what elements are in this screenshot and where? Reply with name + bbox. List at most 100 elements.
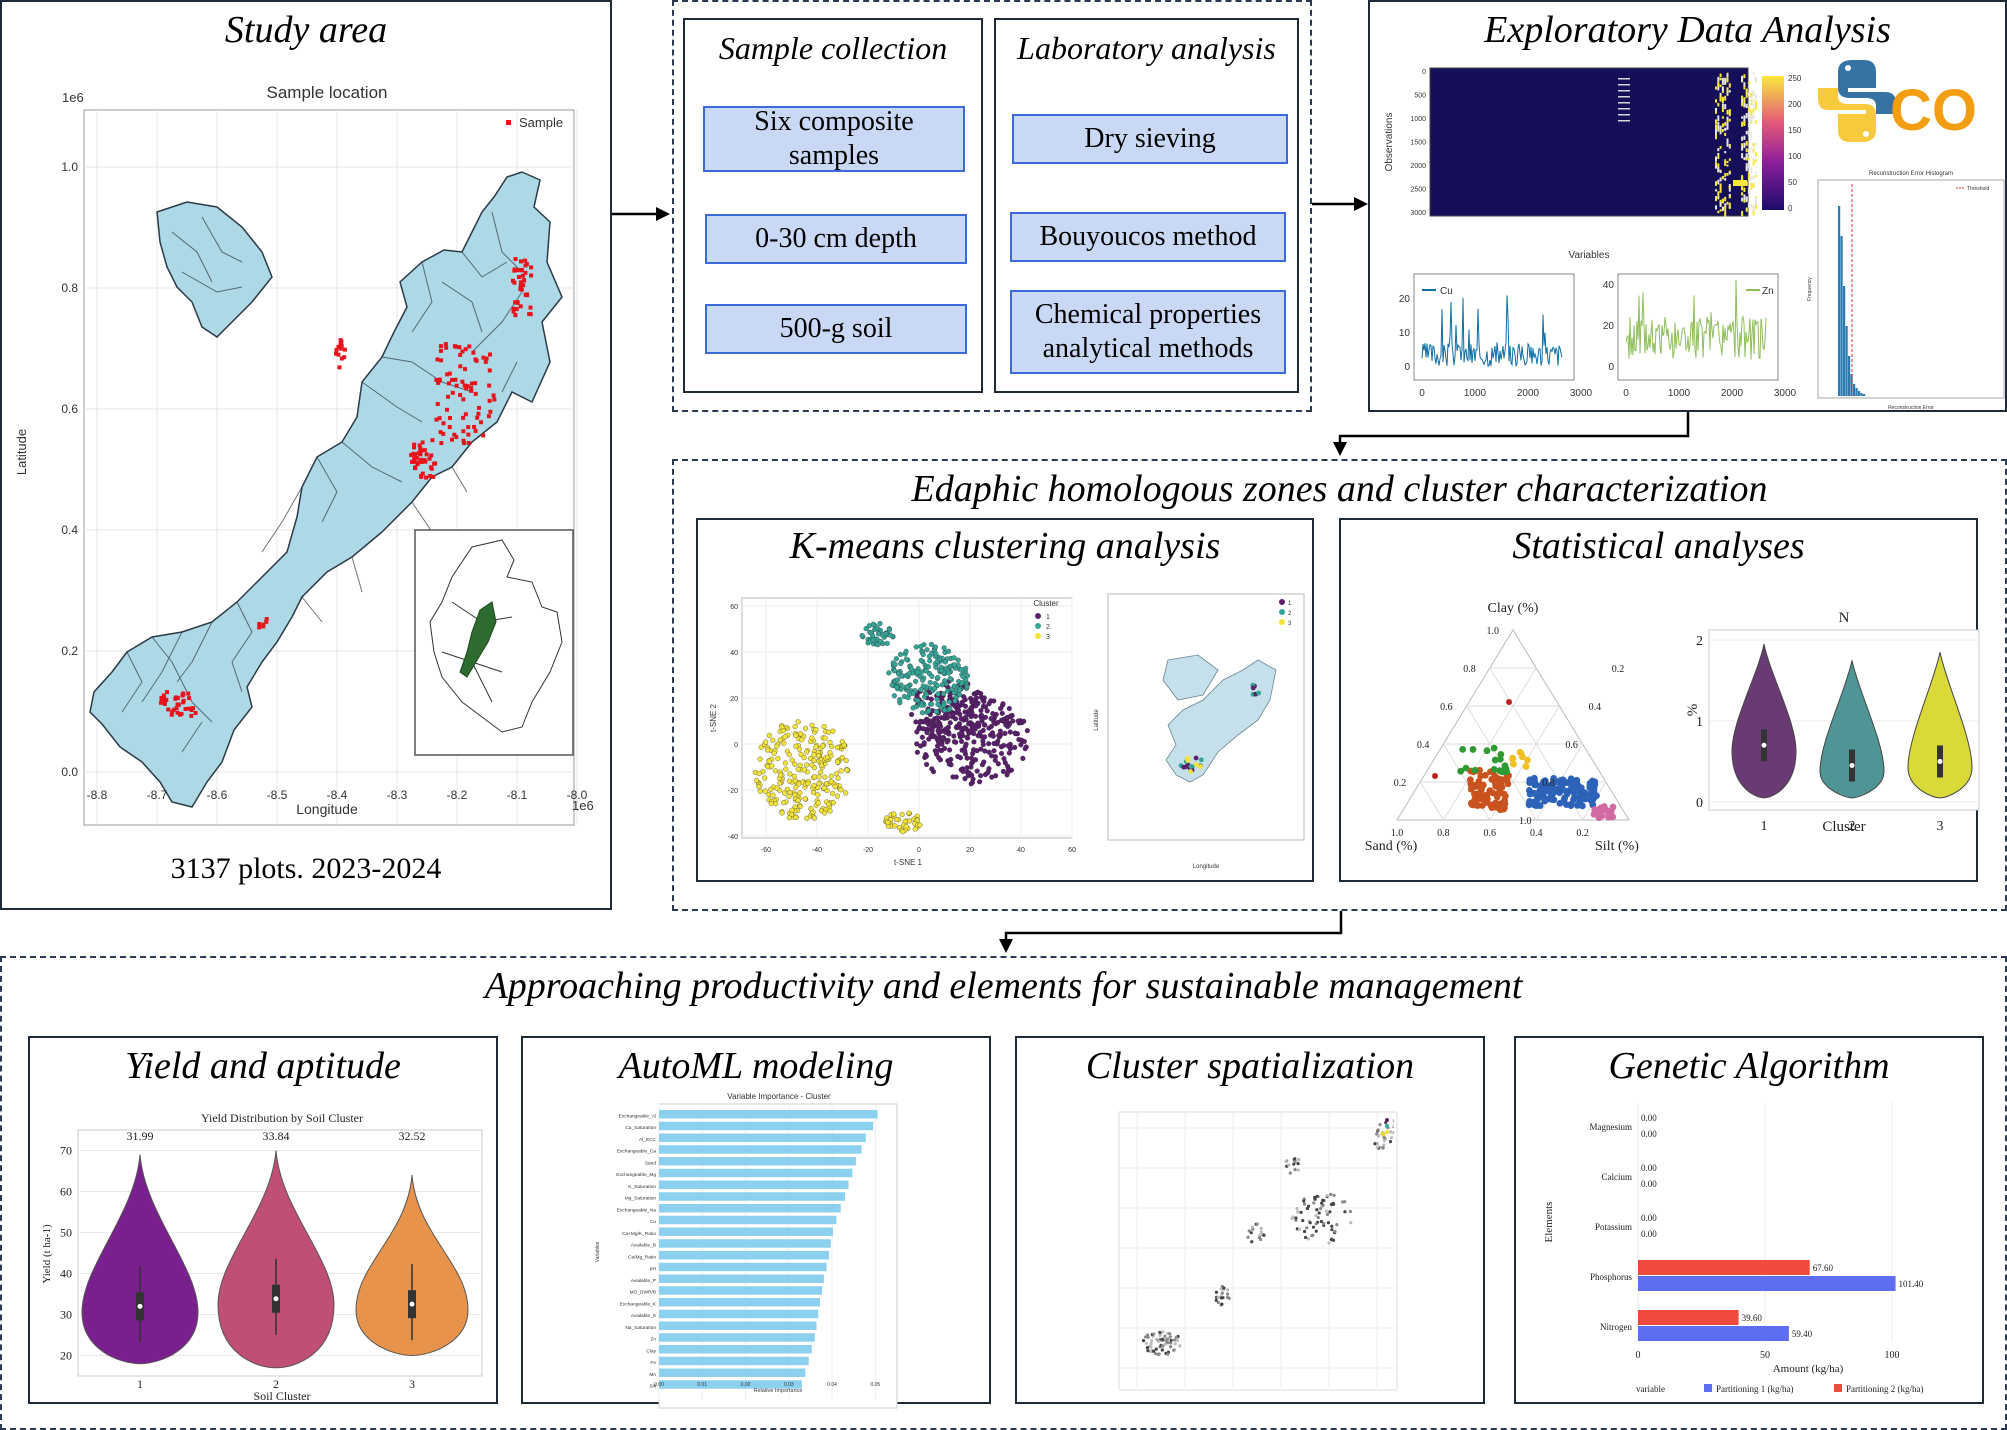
yield-median-label: 32.52 [399,1129,426,1143]
spatial-point [1315,1194,1319,1198]
tsne-point [942,707,948,713]
spatial-point [1293,1157,1297,1161]
study-area-panel: Study area Sample location 1e6 Sample -8… [0,0,612,910]
violin-median [1761,742,1767,748]
sample-point [412,456,417,461]
cu-x-tick: 0 [1419,388,1425,399]
automl-bar [659,1333,815,1342]
heatmap-y-ticks: 0 500 1000 1500 2000 2500 3000 [1410,69,1426,217]
heatmap-cell [1715,99,1717,103]
tsne-point [762,775,768,781]
heatmap-cell [1721,116,1724,119]
sample-point [461,429,466,434]
ga-value-label-2: 0.00 [1641,1163,1657,1173]
automl-bar [659,1251,830,1260]
spatial-point [1294,1218,1298,1222]
yield-median-labels: 31.99 33.84 32.52 [127,1129,426,1143]
arrow-sampling-to-eda [1312,197,1368,211]
spatial-point [1320,1201,1324,1205]
spatial-point [1302,1199,1306,1203]
kmeans-title: K-means clustering analysis [789,525,1221,567]
tsne-point [991,748,997,754]
yield-y-label: Yield (t ha-1) [41,1224,53,1284]
ga-x-ticks: 0 50 100 [1636,1350,1900,1361]
ternary-point [1592,808,1599,816]
x-tick-label: -8.5 [267,788,288,802]
tsne-point [941,645,947,651]
spatial-point [1329,1238,1334,1242]
tsne-point [815,800,821,806]
sample-collection-panel: Sample collection Six composite samples … [683,18,983,393]
spatial-point [1325,1212,1330,1217]
sample-point [409,452,414,457]
histogram-bar [1858,391,1861,396]
heatmap-cell [1724,162,1727,166]
sample-point [465,384,470,389]
arrow-eda-to-edaphic [1333,412,1690,456]
heatmap-cell [1715,205,1717,210]
tsne-x-tick: 0 [917,847,921,854]
ternary-point [1487,801,1495,809]
sample-point [474,358,479,363]
cu-y-tick: 0 [1404,362,1410,373]
automl-title: AutoML modeling [618,1045,894,1087]
python-logo-icon [1818,60,1896,142]
tsne-point [920,677,926,683]
tsne-point [1021,738,1027,745]
y-tick-label: 0.2 [61,644,78,658]
ternary-tick-right: 0.2 [1612,664,1625,675]
tsne-x-tick: -20 [863,847,873,854]
spatial-point [1163,1334,1167,1338]
tsne-point [934,715,940,721]
histogram-bar [1860,393,1863,396]
heatmap-cell [1726,138,1729,143]
tsne-point [870,637,876,643]
ternary-point [1471,783,1479,791]
automl-x-tick: 0.01 [697,1382,707,1388]
ternary-points [1432,699,1617,822]
tsne-point [891,693,897,699]
heatmap-cell [1728,195,1731,199]
sample-point [175,702,180,707]
violin-x-tick: 2 [1849,819,1856,834]
sample-point [429,466,434,471]
ternary-point [1432,773,1438,779]
heatmap-cell [1715,163,1717,169]
ga-legend-label-2: Partitioning 2 (kg/ha) [1846,1384,1924,1394]
tsne-point [952,698,958,704]
sample-point [420,440,425,445]
spatial-point [1161,1330,1165,1334]
automl-variable-label: Mn [649,1372,656,1378]
tsne-point [875,642,881,648]
heatmap-cell [1743,142,1746,148]
spatial-point [1160,1344,1165,1348]
spatial-point [1288,1171,1292,1175]
tsne-point [1018,742,1024,748]
ternary-tick-left: 0.4 [1417,740,1430,751]
heatmap-cell [1719,145,1722,149]
heatmap-cell [1717,76,1720,82]
ternary-point [1586,779,1594,787]
tsne-point [762,788,768,794]
tsne-point [763,739,769,745]
lab-step-dry-sieving: Dry sieving [1012,114,1288,164]
tsne-point [795,719,801,725]
tsne-point [917,719,923,726]
tsne-point [784,786,790,792]
sample-point [439,441,444,446]
spatial-point [1174,1335,1178,1339]
heatmap-cell [1752,72,1755,75]
ternary-tick-right: 0.8 [1542,778,1555,789]
sample-point [264,617,269,622]
sample-point [454,435,459,440]
tsne-point [953,774,959,780]
ternary-point [1567,775,1575,783]
automl-variable-label: MO_DWR/B [630,1290,656,1296]
tsne-point [828,773,834,779]
spatial-point [1220,1302,1224,1306]
heatmap-cell [1750,119,1753,122]
automl-variable-label: Exchangeable_Al [619,1113,656,1119]
tsne-point [821,785,827,791]
heatmap-cell [1715,119,1717,124]
spatial-point [1329,1192,1333,1197]
